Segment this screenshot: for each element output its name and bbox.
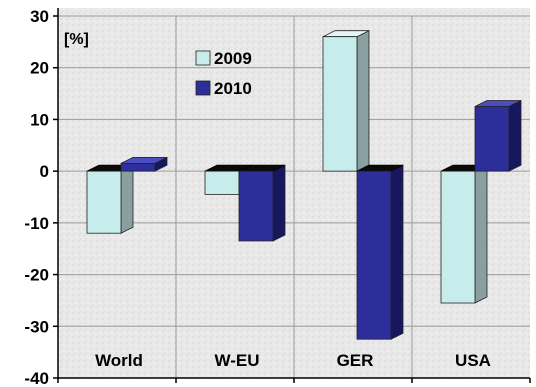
category-label: World [95, 351, 143, 370]
legend: 2009 2010 [195, 49, 252, 98]
bars [86, 30, 522, 340]
y-tick-label: 20 [30, 59, 49, 78]
bar-ger-2009 [322, 30, 370, 172]
legend-swatch [195, 80, 211, 96]
bar-world-2009 [86, 164, 134, 234]
y-tick-label: 10 [30, 110, 49, 129]
bar-w-eu-2010 [238, 164, 286, 242]
bar-world-2010 [120, 156, 168, 172]
category-label: USA [455, 351, 491, 370]
y-tick-label: -20 [24, 266, 49, 285]
category-label: GER [337, 351, 374, 370]
legend-swatch [195, 50, 211, 66]
legend-label: 2009 [214, 49, 252, 68]
bar-usa-2010 [474, 99, 522, 172]
y-tick-label: 0 [40, 162, 49, 181]
grid-lines [58, 15, 530, 379]
unit-label: [%] [64, 31, 89, 48]
y-axis: -40 -30 -20 -10 0 10 20 30 [24, 7, 531, 387]
legend-label: 2010 [214, 79, 252, 98]
y-tick-label: -10 [24, 214, 49, 233]
y-tick-label: -40 [24, 369, 49, 387]
y-tick-label: -30 [24, 317, 49, 336]
bar-ger-2010 [356, 164, 404, 340]
bar-usa-2009 [440, 164, 488, 304]
category-label: W-EU [215, 351, 260, 370]
category-labels: World W-EU GER USA [95, 351, 491, 370]
y-tick-label: 30 [30, 7, 49, 26]
